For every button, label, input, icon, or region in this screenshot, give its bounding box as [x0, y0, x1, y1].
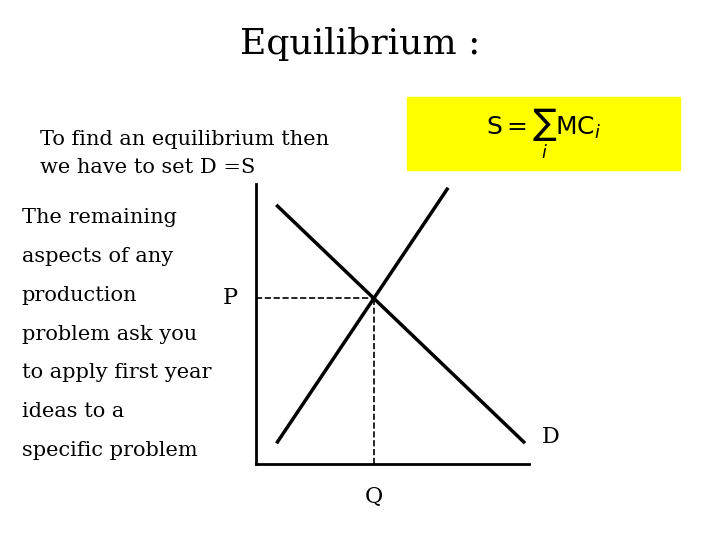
Text: The remaining: The remaining [22, 208, 176, 227]
Text: to apply first year: to apply first year [22, 363, 211, 382]
Text: specific problem: specific problem [22, 441, 197, 460]
Text: ideas to a: ideas to a [22, 402, 124, 421]
Text: P: P [222, 287, 238, 309]
Text: To find an equilibrium then
we have to set D =S: To find an equilibrium then we have to s… [40, 130, 329, 177]
Text: Q: Q [365, 486, 383, 508]
Text: D: D [541, 426, 559, 448]
Text: Equilibrium :: Equilibrium : [240, 27, 480, 61]
FancyBboxPatch shape [407, 97, 680, 170]
Text: problem ask you: problem ask you [22, 325, 197, 343]
Text: $\mathrm{S} = \sum_{i} \mathrm{MC}_{i}$: $\mathrm{S} = \sum_{i} \mathrm{MC}_{i}$ [486, 106, 601, 161]
Text: production: production [22, 286, 137, 305]
Text: aspects of any: aspects of any [22, 247, 173, 266]
